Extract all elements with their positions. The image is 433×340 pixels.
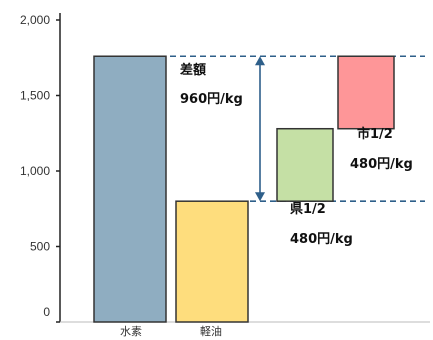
prefecture-label: 県1/2 — [290, 202, 326, 217]
difference-label: 差額 — [180, 62, 206, 78]
y-tick-label: 1,000 — [20, 164, 50, 178]
difference-value: 960円/kg — [180, 92, 243, 107]
y-tick-label: 500 — [30, 240, 50, 254]
bar-hydrogen — [93, 55, 167, 323]
category-label-diesel: 軽油 — [200, 324, 222, 338]
y-tick-label: 1,500 — [20, 89, 50, 103]
arrow-head-bottom-icon — [255, 192, 265, 202]
y-tick-label: 2,000 — [20, 13, 50, 27]
y-tick-label: 0 — [43, 305, 50, 319]
y-ticks: 0 500 1,000 1,500 2,000 — [20, 13, 60, 323]
city-value: 480円/kg — [350, 157, 413, 172]
bar-diesel — [175, 200, 249, 323]
city-label: 市1/2 — [357, 126, 393, 142]
category-label-hydrogen: 水素 — [120, 325, 142, 338]
arrow-head-top-icon — [255, 56, 265, 66]
floating-bar-city — [337, 55, 395, 130]
prefecture-value: 480円/kg — [290, 232, 353, 247]
floating-bar-prefecture — [276, 127, 334, 202]
